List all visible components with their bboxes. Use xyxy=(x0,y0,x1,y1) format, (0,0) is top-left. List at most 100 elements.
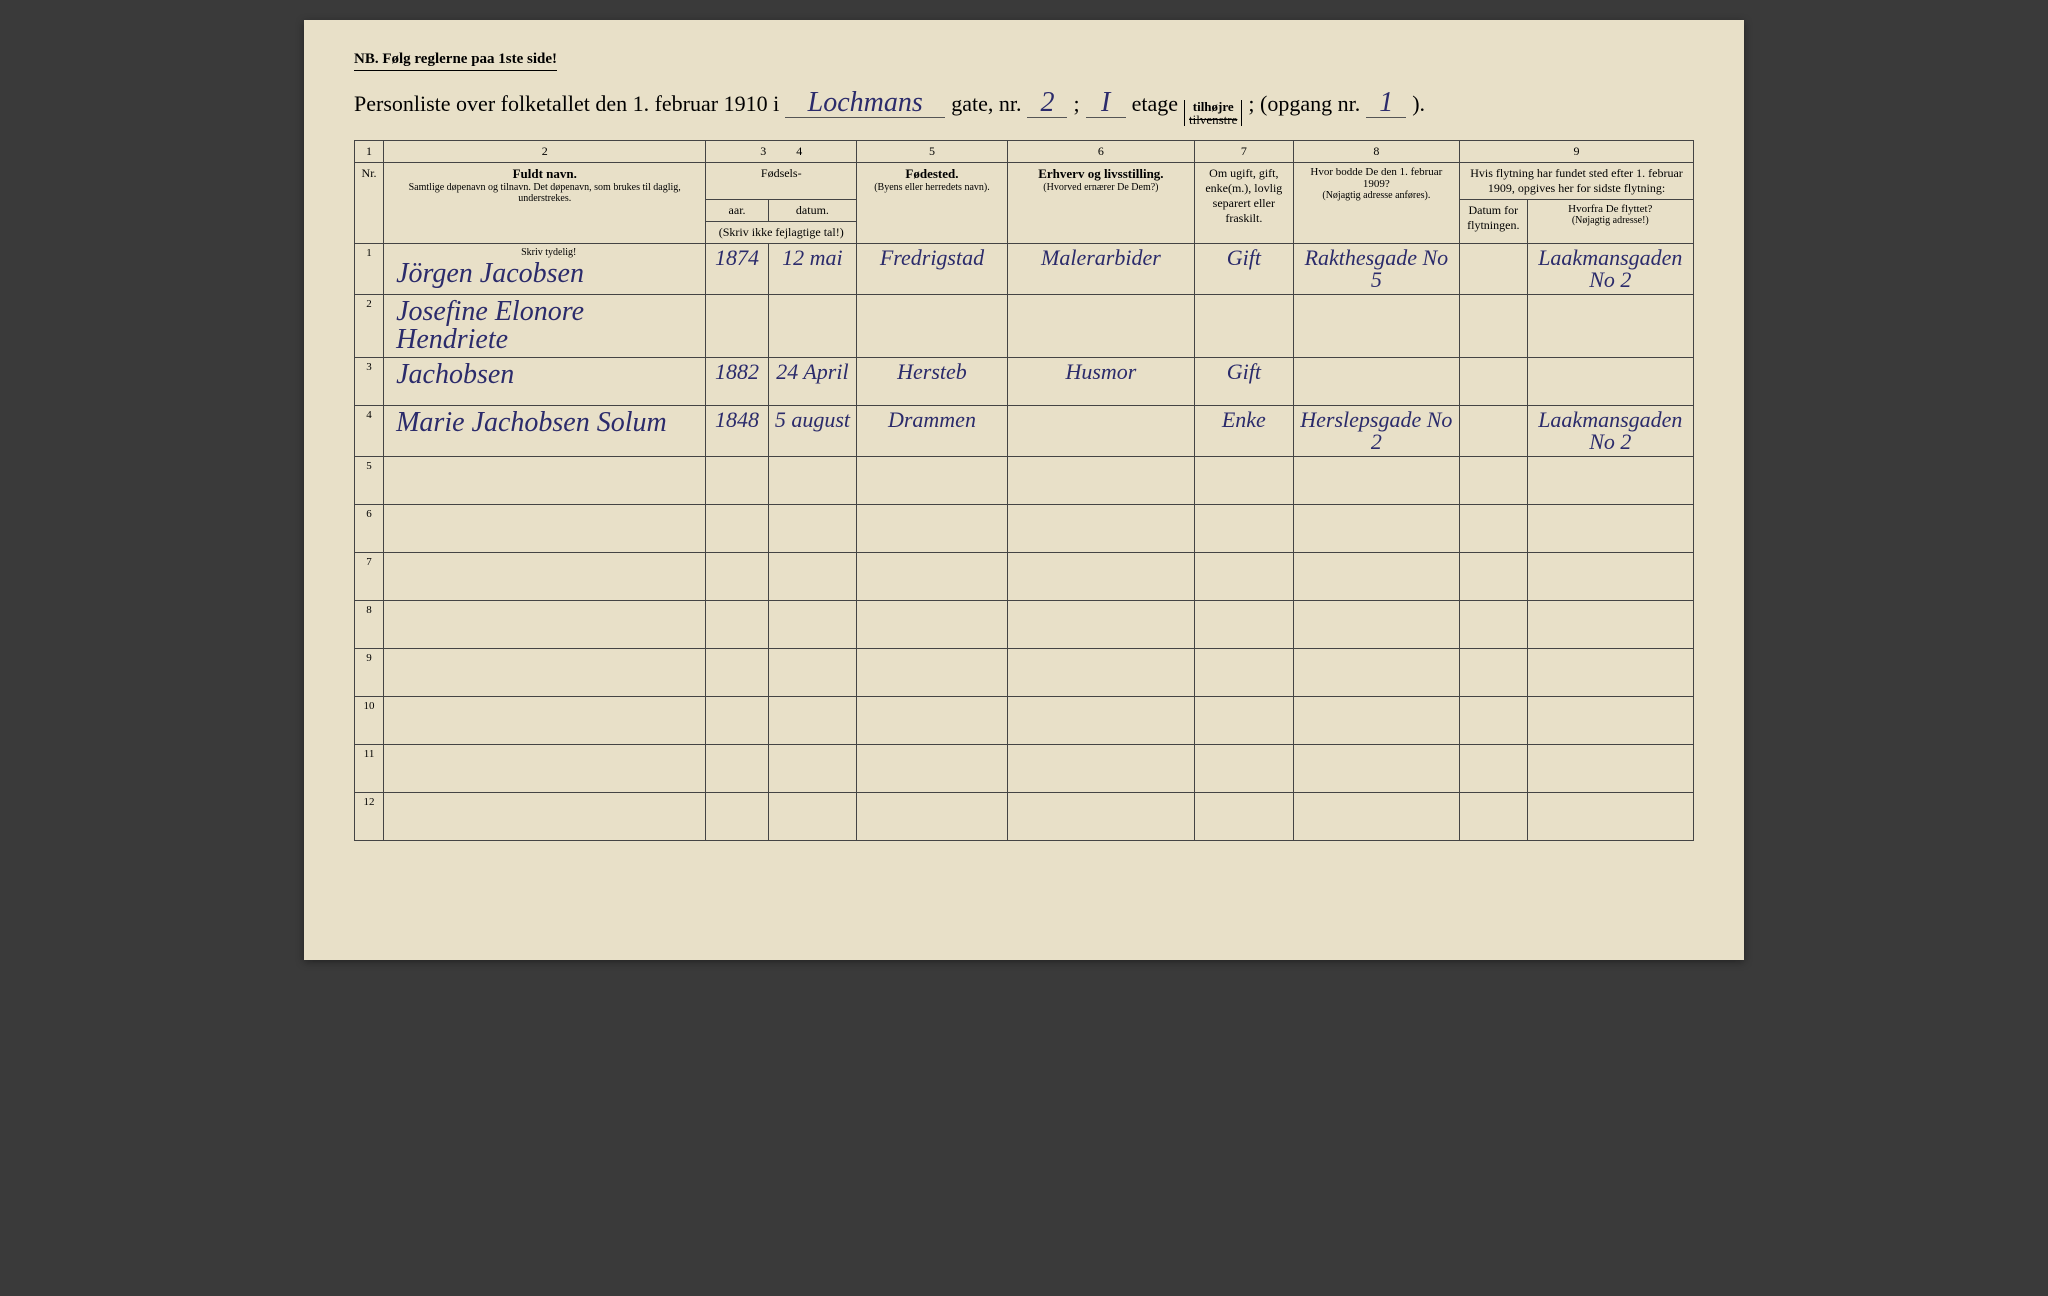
hdr-name-sub: Samtlige døpenavn og tilnavn. Det døpena… xyxy=(388,182,701,204)
cell-year xyxy=(706,505,768,553)
gate-label: gate, nr. xyxy=(951,91,1021,117)
row-number: 4 xyxy=(355,406,384,457)
row-number: 3 xyxy=(355,358,384,406)
cell-place xyxy=(857,457,1008,505)
cell-movedate xyxy=(1460,793,1528,841)
cell-movefrom xyxy=(1527,745,1693,793)
name-cell: Skriv tydelig!Jörgen Jacobsen xyxy=(384,244,706,295)
cell-movedate xyxy=(1460,406,1528,457)
table-header: 1 2 3 4 5 6 7 8 9 Nr. Fuldt navn. Samtli… xyxy=(355,141,1694,244)
hdr-datum: datum. xyxy=(768,200,856,222)
name-cell xyxy=(384,553,706,601)
cell-year xyxy=(706,745,768,793)
cell-status xyxy=(1194,793,1293,841)
cell-place xyxy=(857,649,1008,697)
cell-movedate xyxy=(1460,295,1528,358)
value-movefrom: Laakmansgaden No 2 xyxy=(1538,407,1682,454)
hdr-fodested-main: Fødested. xyxy=(861,166,1003,182)
value-status: Gift xyxy=(1227,245,1261,270)
cell-status: Gift xyxy=(1194,244,1293,295)
value-occ: Husmor xyxy=(1065,359,1136,384)
cell-date xyxy=(768,793,856,841)
cell-occ xyxy=(1007,793,1194,841)
cell-movedate xyxy=(1460,505,1528,553)
hdr-fodested-sub: (Byens eller herredets navn). xyxy=(861,182,1003,193)
cell-year xyxy=(706,295,768,358)
colnum-6: 6 xyxy=(1007,141,1194,163)
cell-date xyxy=(768,295,856,358)
cell-status xyxy=(1194,457,1293,505)
table-row: 9 xyxy=(355,649,1694,697)
hdr-hvorfra-main: Hvorfra De flyttet? xyxy=(1532,203,1689,215)
cell-date: 12 mai xyxy=(768,244,856,295)
hdr-fodsels: Fødsels- xyxy=(706,163,857,200)
census-table: 1 2 3 4 5 6 7 8 9 Nr. Fuldt navn. Samtli… xyxy=(354,140,1694,841)
cell-place xyxy=(857,697,1008,745)
cell-addr: Herslepsgade No 2 xyxy=(1293,406,1459,457)
row-number: 9 xyxy=(355,649,384,697)
cell-movefrom xyxy=(1527,505,1693,553)
cell-date: 5 august xyxy=(768,406,856,457)
cell-movedate xyxy=(1460,457,1528,505)
street-name: Lochmans xyxy=(785,89,945,118)
cell-movedate xyxy=(1460,553,1528,601)
value-place: Hersteb xyxy=(897,359,967,384)
cell-occ xyxy=(1007,406,1194,457)
etage-number: I xyxy=(1086,89,1126,118)
colnum-8: 8 xyxy=(1293,141,1459,163)
hdr-erhverv-main: Erhverv og livsstilling. xyxy=(1012,166,1190,182)
value-status: Enke xyxy=(1222,407,1266,432)
cell-date xyxy=(768,649,856,697)
name-cell: Marie Jachobsen Solum xyxy=(384,406,706,457)
cell-year: 1874 xyxy=(706,244,768,295)
name-cell xyxy=(384,601,706,649)
cell-status: Enke xyxy=(1194,406,1293,457)
table-row: 11 xyxy=(355,745,1694,793)
name-cell: Jachobsen xyxy=(384,358,706,406)
cell-movedate xyxy=(1460,244,1528,295)
cell-status: Gift xyxy=(1194,358,1293,406)
gate-number: 2 xyxy=(1027,89,1067,118)
value-occ: Malerarbider xyxy=(1041,245,1161,270)
hdr-nr: Nr. xyxy=(355,163,384,244)
opgang-label: ; (opgang nr. xyxy=(1248,91,1360,117)
cell-addr xyxy=(1293,649,1459,697)
cell-movefrom xyxy=(1527,793,1693,841)
cell-date xyxy=(768,457,856,505)
skriv-tydelig-note: Skriv tydelig! xyxy=(396,247,701,258)
cell-addr: Rakthesgade No 5 xyxy=(1293,244,1459,295)
cell-date: 24 April xyxy=(768,358,856,406)
hdr-fodested: Fødested. (Byens eller herredets navn). xyxy=(857,163,1008,244)
value-addr: Herslepsgade No 2 xyxy=(1300,407,1452,454)
cell-occ: Husmor xyxy=(1007,358,1194,406)
row-number: 10 xyxy=(355,697,384,745)
person-name: Jachobsen xyxy=(396,359,514,390)
cell-movefrom xyxy=(1527,601,1693,649)
cell-movedate xyxy=(1460,358,1528,406)
cell-occ xyxy=(1007,295,1194,358)
hdr-aar: aar. xyxy=(706,200,768,222)
hdr-erhverv-sub: (Hvorved ernærer De Dem?) xyxy=(1012,182,1190,193)
cell-movefrom xyxy=(1527,358,1693,406)
cell-status xyxy=(1194,649,1293,697)
hdr-erhverv: Erhverv og livsstilling. (Hvorved ernære… xyxy=(1007,163,1194,244)
nb-instruction: NB. Følg reglerne paa 1ste side! xyxy=(354,51,557,71)
name-cell xyxy=(384,697,706,745)
cell-status xyxy=(1194,601,1293,649)
cell-movefrom xyxy=(1527,697,1693,745)
value-place: Drammen xyxy=(888,407,976,432)
cell-place xyxy=(857,601,1008,649)
colnum-5: 5 xyxy=(857,141,1008,163)
cell-occ xyxy=(1007,505,1194,553)
cell-place: Hersteb xyxy=(857,358,1008,406)
cell-movefrom xyxy=(1527,553,1693,601)
row-number: 12 xyxy=(355,793,384,841)
row-number: 5 xyxy=(355,457,384,505)
tilvenstre: tilvenstre xyxy=(1189,113,1237,126)
person-name: Marie Jachobsen Solum xyxy=(396,407,667,438)
name-cell: Josefine Elonore Hendriete xyxy=(384,295,706,358)
table-row: 2Josefine Elonore Hendriete xyxy=(355,295,1694,358)
row-number: 1 xyxy=(355,244,384,295)
colnum-3-4: 3 4 xyxy=(706,141,857,163)
cell-place xyxy=(857,295,1008,358)
